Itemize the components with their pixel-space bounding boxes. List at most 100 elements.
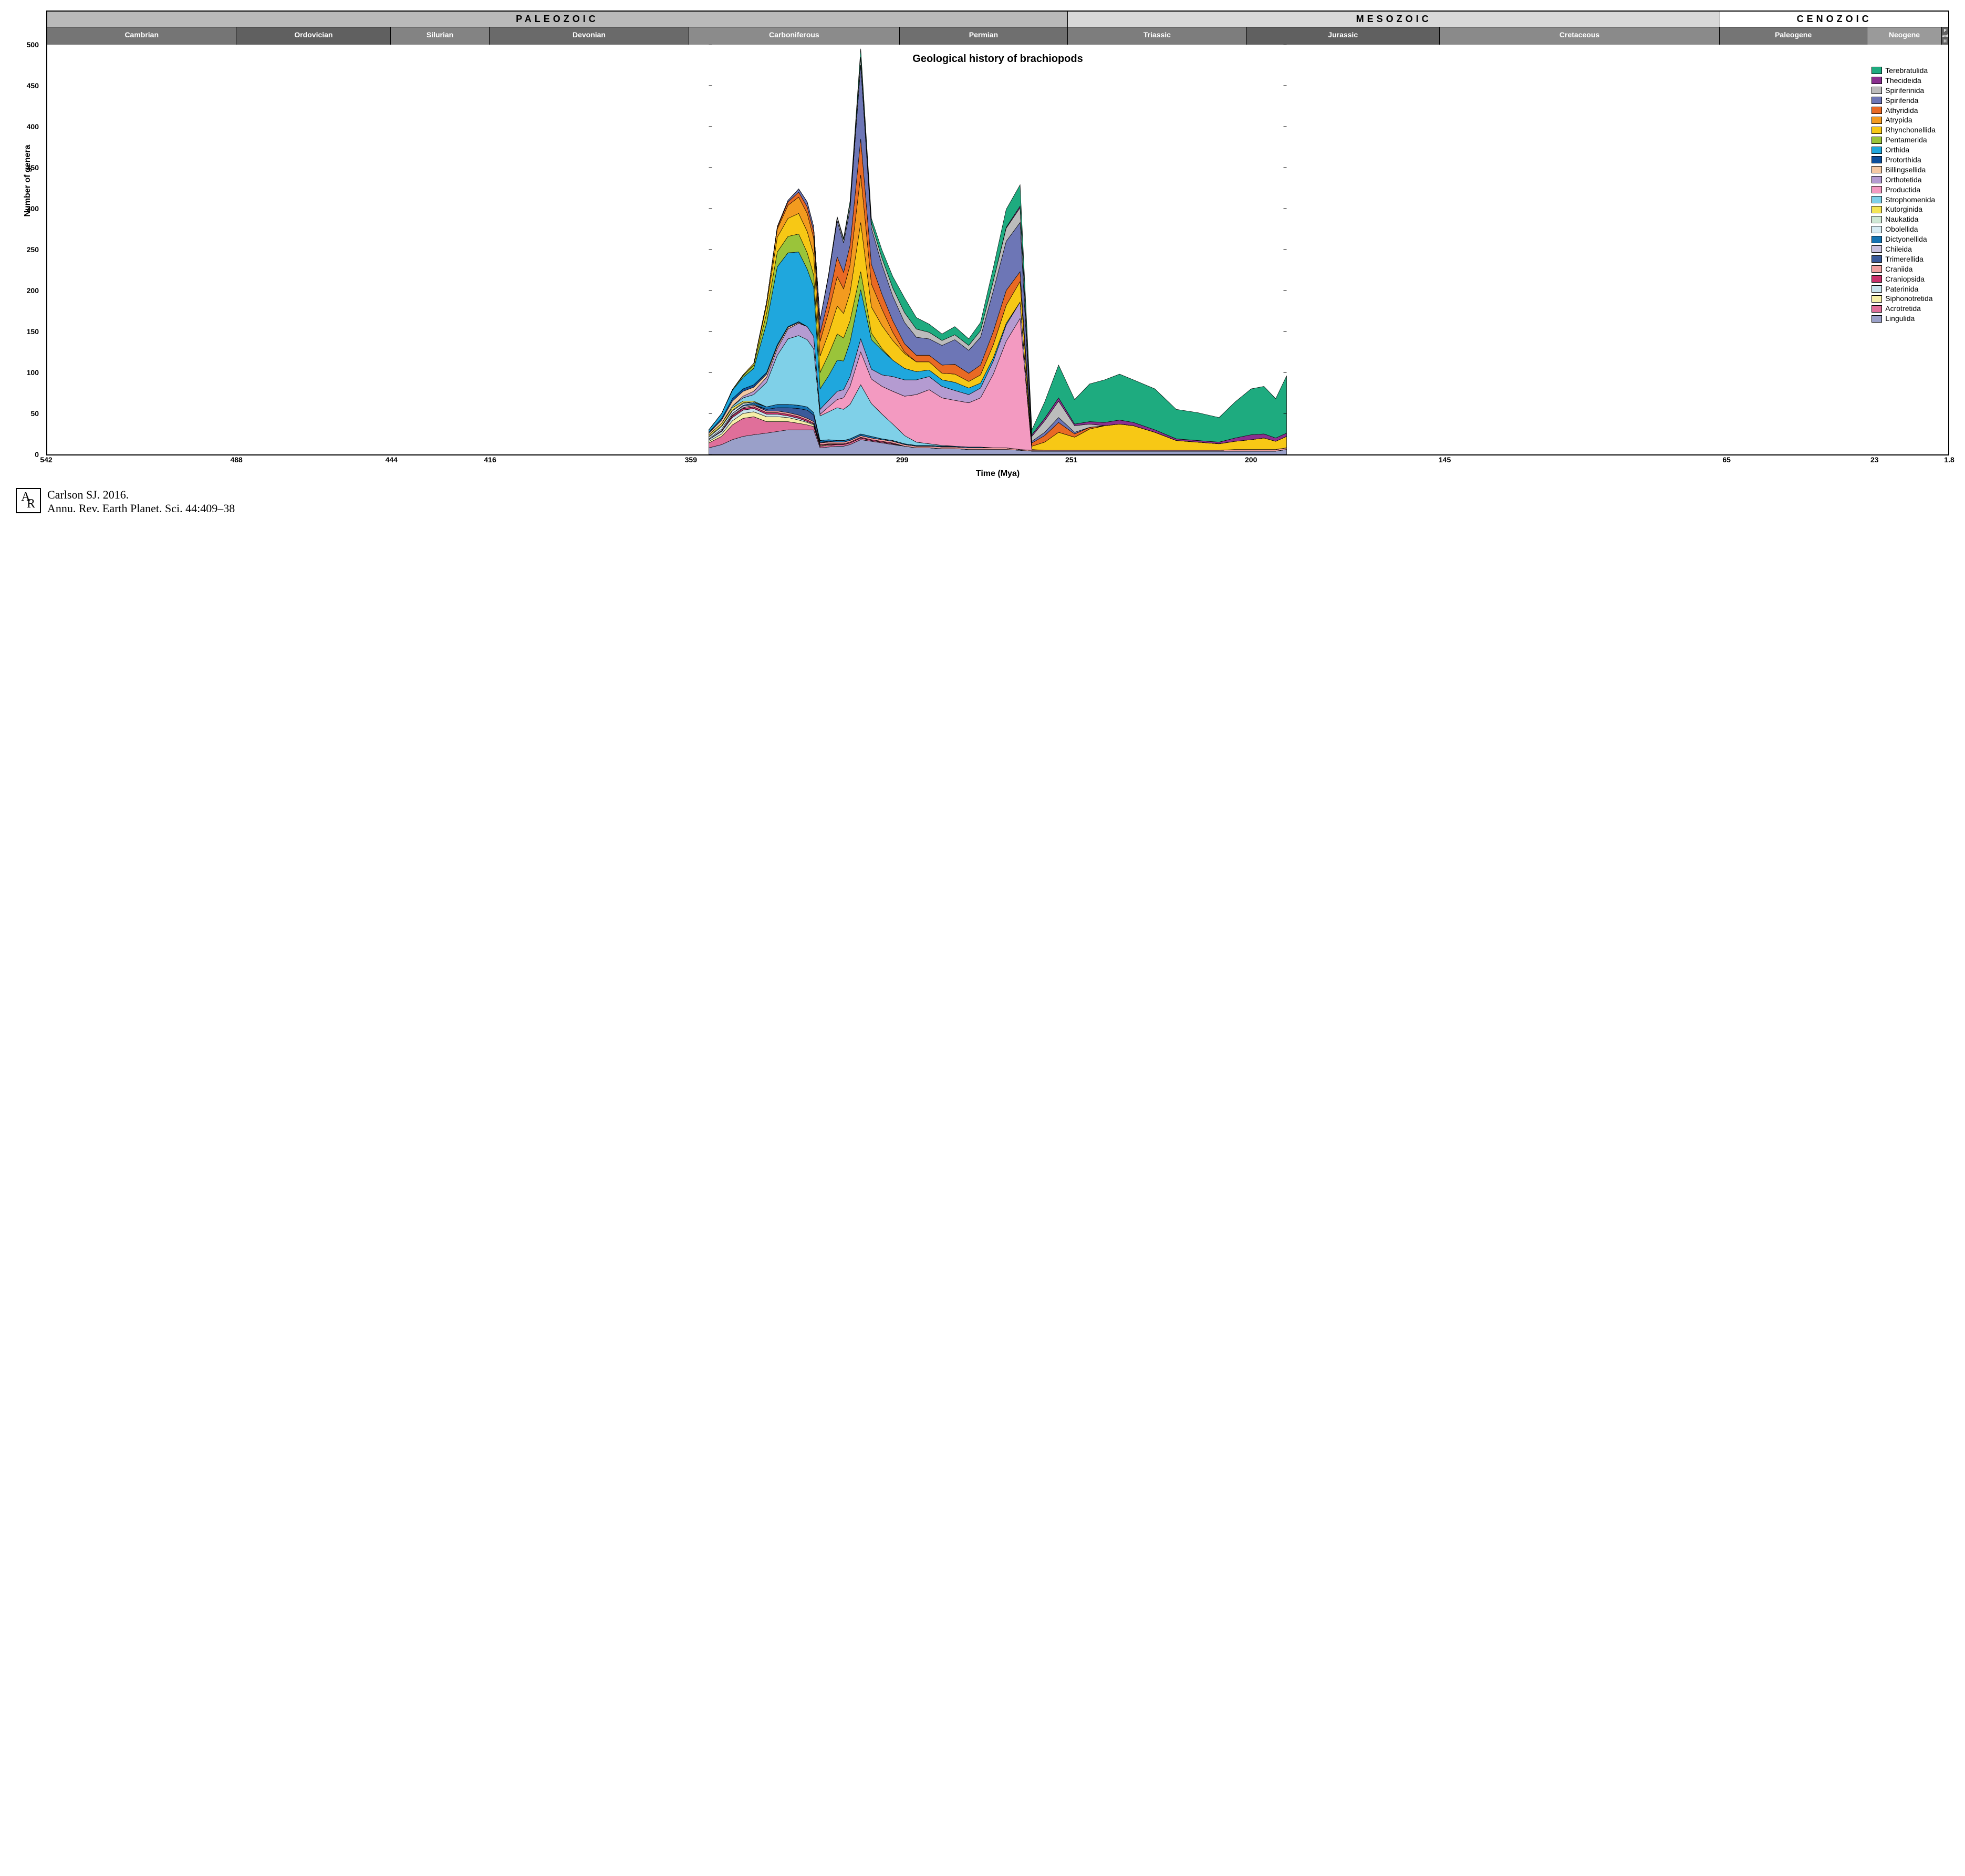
- legend-item-orthida: Orthida: [1872, 145, 1936, 155]
- legend-label: Craniopsida: [1885, 274, 1925, 284]
- legend: TerebratulidaThecideidaSpiriferinidaSpir…: [1872, 66, 1936, 324]
- stacked-area-plot: [47, 45, 1948, 454]
- era-bar: PALEOZOICMESOZOICCENOZOIC: [47, 12, 1948, 27]
- legend-label: Spiriferida: [1885, 96, 1918, 106]
- era-cenozoic: CENOZOIC: [1720, 12, 1948, 27]
- legend-label: Billingsellida: [1885, 165, 1926, 175]
- y-axis-label: Number of genera: [23, 145, 33, 217]
- legend-swatch-icon: [1872, 196, 1882, 203]
- period-jurassic: Jurassic: [1247, 27, 1440, 45]
- legend-swatch-icon: [1872, 97, 1882, 104]
- legend-swatch-icon: [1872, 156, 1882, 163]
- legend-item-lingulida: Lingulida: [1872, 314, 1936, 324]
- legend-label: Acrotretida: [1885, 304, 1921, 314]
- period-bar: CambrianOrdovicianSilurianDevonianCarbon…: [47, 27, 1948, 45]
- period-cambrian: Cambrian: [47, 27, 236, 45]
- legend-swatch-icon: [1872, 295, 1882, 303]
- x-tick-1.8: 1.8: [1944, 455, 1954, 464]
- period-silurian: Silurian: [391, 27, 489, 45]
- legend-swatch-icon: [1872, 137, 1882, 144]
- x-axis-label: Time (Mya): [46, 469, 1949, 479]
- legend-swatch-icon: [1872, 265, 1882, 273]
- y-tick-150: 150: [27, 327, 39, 336]
- legend-label: Obolellida: [1885, 224, 1918, 234]
- legend-swatch-icon: [1872, 245, 1882, 253]
- legend-label: Paterinida: [1885, 284, 1918, 294]
- legend-label: Kutorginida: [1885, 204, 1922, 214]
- citation-line-2: Annu. Rev. Earth Planet. Sci. 44:409–38: [47, 502, 235, 515]
- legend-item-pentamerida: Pentamerida: [1872, 135, 1936, 145]
- y-tick-0: 0: [35, 450, 39, 459]
- legend-item-craniopsida: Craniopsida: [1872, 274, 1936, 284]
- citation-line-1: Carlson SJ. 2016.: [47, 488, 235, 502]
- legend-item-paterinida: Paterinida: [1872, 284, 1936, 294]
- legend-label: Lingulida: [1885, 314, 1915, 324]
- period-paleogene: Paleogene: [1720, 27, 1867, 45]
- legend-swatch-icon: [1872, 107, 1882, 114]
- legend-label: Thecideida: [1885, 76, 1921, 86]
- legend-item-strophomenida: Strophomenida: [1872, 195, 1936, 205]
- period-triassic: Triassic: [1068, 27, 1247, 45]
- legend-item-dictyonellida: Dictyonellida: [1872, 234, 1936, 244]
- annual-reviews-logo-icon: AR: [16, 488, 41, 513]
- x-tick-416: 416: [484, 455, 496, 464]
- y-tick-450: 450: [27, 81, 39, 90]
- x-tick-251: 251: [1065, 455, 1077, 464]
- x-tick-444: 444: [386, 455, 398, 464]
- x-ticks: 54248844441635929925120014565231.8: [46, 455, 1949, 466]
- legend-item-spiriferida: Spiriferida: [1872, 96, 1936, 106]
- legend-label: Siphonotretida: [1885, 294, 1932, 304]
- legend-label: Terebratulida: [1885, 66, 1928, 76]
- legend-swatch-icon: [1872, 206, 1882, 213]
- legend-label: Dictyonellida: [1885, 234, 1927, 244]
- chart-frame: PALEOZOICMESOZOICCENOZOIC CambrianOrdovi…: [46, 11, 1949, 455]
- legend-item-thecideida: Thecideida: [1872, 76, 1936, 86]
- legend-label: Naukatida: [1885, 214, 1918, 224]
- legend-item-rhynchonellida: Rhynchonellida: [1872, 125, 1936, 135]
- legend-swatch-icon: [1872, 186, 1882, 193]
- legend-item-acrotretida: Acrotretida: [1872, 304, 1936, 314]
- legend-swatch-icon: [1872, 275, 1882, 283]
- x-tick-23: 23: [1870, 455, 1879, 464]
- period-p-and-h: PandH: [1942, 27, 1948, 45]
- legend-item-athyridida: Athyridida: [1872, 106, 1936, 116]
- legend-item-craniida: Craniida: [1872, 264, 1936, 274]
- legend-label: Orthotetida: [1885, 175, 1921, 185]
- y-tick-250: 250: [27, 245, 39, 254]
- legend-label: Atrypida: [1885, 115, 1912, 125]
- x-tick-145: 145: [1439, 455, 1451, 464]
- y-tick-400: 400: [27, 122, 39, 131]
- legend-swatch-icon: [1872, 216, 1882, 223]
- legend-item-kutorginida: Kutorginida: [1872, 204, 1936, 214]
- legend-swatch-icon: [1872, 87, 1882, 94]
- legend-swatch-icon: [1872, 285, 1882, 293]
- legend-label: Rhynchonellida: [1885, 125, 1936, 135]
- legend-swatch-icon: [1872, 117, 1882, 124]
- legend-item-atrypida: Atrypida: [1872, 115, 1936, 125]
- legend-label: Pentamerida: [1885, 135, 1927, 145]
- y-tick-50: 50: [30, 409, 39, 418]
- legend-label: Orthida: [1885, 145, 1909, 155]
- x-tick-65: 65: [1722, 455, 1731, 464]
- legend-item-siphonotretida: Siphonotretida: [1872, 294, 1936, 304]
- legend-item-billingsellida: Billingsellida: [1872, 165, 1936, 175]
- legend-swatch-icon: [1872, 226, 1882, 233]
- legend-swatch-icon: [1872, 315, 1882, 323]
- x-tick-542: 542: [40, 455, 52, 464]
- legend-swatch-icon: [1872, 236, 1882, 243]
- legend-label: Strophomenida: [1885, 195, 1935, 205]
- legend-swatch-icon: [1872, 176, 1882, 183]
- legend-label: Productida: [1885, 185, 1920, 195]
- legend-swatch-icon: [1872, 77, 1882, 84]
- chart-title: Geological history of brachiopods: [912, 53, 1083, 65]
- legend-item-terebratulida: Terebratulida: [1872, 66, 1936, 76]
- era-paleozoic: PALEOZOIC: [47, 12, 1068, 27]
- legend-item-trimerellida: Trimerellida: [1872, 254, 1936, 264]
- period-ordovician: Ordovician: [236, 27, 391, 45]
- era-mesozoic: MESOZOIC: [1068, 12, 1720, 27]
- legend-item-obolellida: Obolellida: [1872, 224, 1936, 234]
- period-devonian: Devonian: [490, 27, 689, 45]
- period-carboniferous: Carboniferous: [689, 27, 899, 45]
- legend-item-orthotetida: Orthotetida: [1872, 175, 1936, 185]
- legend-label: Chileida: [1885, 244, 1912, 254]
